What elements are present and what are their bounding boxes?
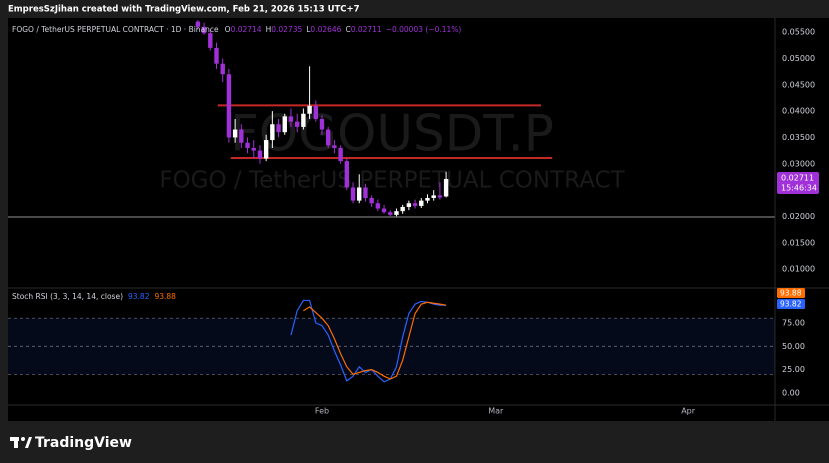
legend-ohlc-value: 0.02711 — [351, 25, 382, 34]
candle-body — [313, 105, 318, 120]
y-tick-label: 75.00 — [782, 318, 805, 327]
candle-body — [412, 203, 418, 206]
stoch-line — [290, 299, 447, 383]
candle-body — [239, 129, 244, 143]
legend-ohlc-value: 0.02646 — [310, 25, 341, 34]
legend-ohlc-label: H — [266, 25, 272, 34]
candle-body — [307, 105, 312, 114]
y-tick-label: 0.00 — [782, 389, 800, 398]
legend-ohlc-value: 0.02714 — [231, 25, 262, 34]
watermark: FOGOUSDT.P — [230, 105, 554, 163]
stoch-badge — [777, 288, 805, 298]
legend-ohlc-label: O — [225, 25, 231, 34]
y-tick-label: 50.00 — [782, 342, 805, 351]
candle-body — [276, 124, 281, 133]
candle-body — [319, 119, 325, 130]
candle-body — [226, 74, 232, 138]
stoch-value: 93.82 — [128, 292, 150, 301]
stoch-badge-value: 93.82 — [780, 300, 802, 309]
price-badge-value: 0.02711 — [781, 173, 814, 182]
chart-area — [8, 18, 829, 421]
candle-body — [369, 198, 374, 204]
tv-logo — [10, 437, 32, 448]
stoch-title: Stoch RSI (3, 3, 14, 14, close) — [12, 292, 123, 301]
candle-body — [400, 206, 405, 212]
candle-body — [375, 203, 381, 209]
y-tick-label: 25.00 — [782, 365, 805, 374]
candle-body — [294, 121, 300, 127]
candle-body — [381, 208, 387, 213]
legend-ohlc-label: L — [306, 25, 311, 34]
candle-body — [263, 140, 269, 159]
candle-body — [232, 129, 238, 138]
footer-logo: TradingView — [35, 435, 132, 451]
candle-body — [406, 203, 412, 207]
candle-body — [394, 211, 399, 215]
candle-body — [443, 178, 449, 197]
candle-body — [388, 212, 393, 215]
candle-body — [220, 63, 225, 75]
candle-body — [288, 116, 294, 122]
candle-body — [195, 21, 201, 27]
y-tick-label: 0.03500 — [782, 133, 815, 142]
candle-body — [208, 33, 213, 48]
y-tick-label: 0.04000 — [782, 107, 815, 116]
candle-body — [214, 47, 219, 64]
stoch-value: 93.88 — [154, 292, 176, 301]
candle-body — [301, 113, 306, 127]
stoch-badge — [777, 299, 805, 309]
y-tick-label: 0.01500 — [782, 238, 815, 247]
candle-body — [431, 195, 436, 198]
x-tick-label: Apr — [681, 407, 696, 416]
legend-ohlc-label: C — [345, 25, 350, 34]
candle-body — [332, 145, 337, 148]
candle-body — [437, 195, 443, 198]
price-badge — [777, 171, 819, 194]
stoch-line — [303, 301, 447, 380]
y-tick-label: 0.05000 — [782, 54, 815, 63]
x-tick-label: Mar — [488, 407, 504, 416]
candle-body — [357, 187, 362, 201]
watermark: FOGO / TetherUS PERPETUAL CONTRACT — [159, 168, 625, 194]
legend-ohlc-value: 0.02735 — [271, 25, 302, 34]
candle-body — [326, 129, 331, 146]
candle-body — [350, 187, 356, 201]
candle-body — [270, 124, 275, 141]
candle-body — [245, 142, 250, 148]
candle-body — [425, 198, 430, 201]
y-tick-label: 0.05500 — [782, 28, 815, 37]
legend-change: −0.00003 (−0.11%) — [386, 25, 462, 34]
y-tick-label: 0.02000 — [782, 212, 815, 221]
candle-body — [344, 161, 350, 188]
candle-body — [201, 26, 207, 34]
candle-body — [257, 150, 263, 159]
header: EmpresSzJihan created with TradingView.c… — [8, 5, 360, 15]
y-tick-label: 0.03000 — [782, 159, 815, 168]
candle-body — [338, 147, 343, 162]
candle-body — [282, 116, 287, 133]
candle-body — [419, 200, 424, 206]
stoch-badge-value: 93.88 — [780, 289, 802, 298]
y-tick-label: 0.01000 — [782, 265, 815, 274]
x-tick-label: Feb — [315, 407, 329, 416]
price-countdown: 15:46:34 — [781, 183, 817, 192]
candle-body — [251, 147, 256, 151]
candle-body — [363, 187, 368, 198]
y-tick-label: 0.04500 — [782, 80, 815, 89]
legend-symbol: FOGO / TetherUS PERPETUAL CONTRACT · 1D … — [12, 25, 219, 34]
stoch-legend: Stoch RSI (3, 3, 14, 14, close) 93.82 93.8… — [12, 292, 176, 301]
legend: FOGO / TetherUS PERPETUAL CONTRACT · 1D … — [12, 25, 461, 34]
